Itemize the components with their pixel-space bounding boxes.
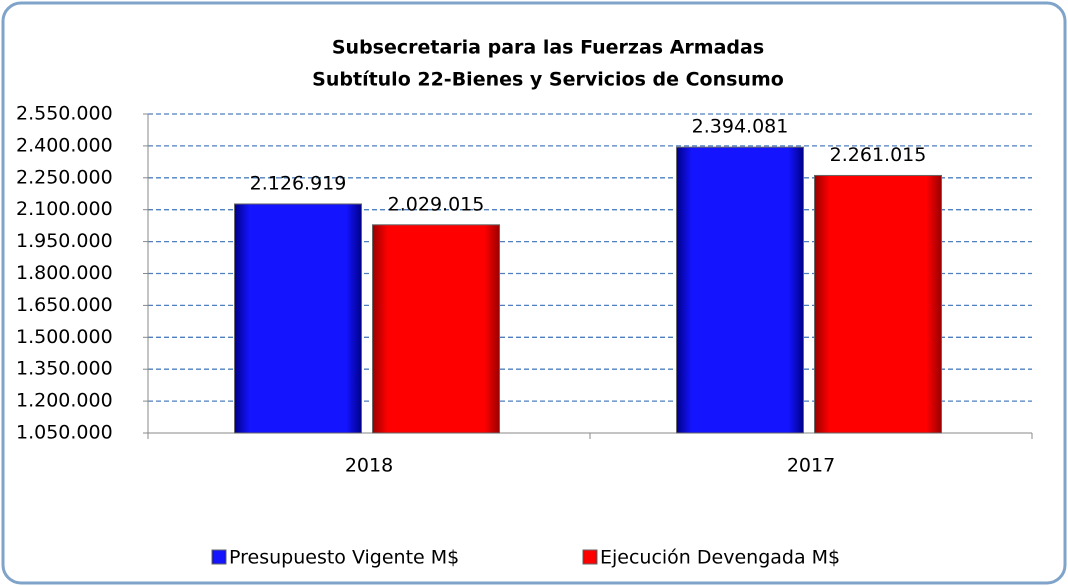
data-label: 2.394.081 xyxy=(692,116,789,138)
y-tick-label: 2.400.000 xyxy=(16,134,113,156)
legend-swatch xyxy=(582,549,598,565)
legend-swatch xyxy=(211,549,227,565)
bar xyxy=(814,174,942,434)
y-tick-label: 1.350.000 xyxy=(16,358,113,380)
y-tick-label: 2.550.000 xyxy=(16,103,113,125)
data-label: 2.261.015 xyxy=(830,144,927,166)
data-label: 2.126.919 xyxy=(250,172,347,194)
legend-label: Ejecución Devengada M$ xyxy=(600,547,840,569)
x-tick-label: 2017 xyxy=(787,455,835,477)
legend-label: Presupuesto Vigente M$ xyxy=(229,547,459,569)
y-tick-label: 2.100.000 xyxy=(16,198,113,220)
y-tick-label: 1.050.000 xyxy=(16,422,113,444)
y-tick-label: 2.250.000 xyxy=(16,166,113,188)
x-tick-label: 2018 xyxy=(345,455,393,477)
bar xyxy=(372,224,500,434)
chart-subtitle: Subtítulo 22-Bienes y Servicios de Consu… xyxy=(312,69,784,91)
chart-title: Subsecretaria para las Fuerzas Armadas xyxy=(332,37,764,59)
y-tick-label: 1.200.000 xyxy=(16,390,113,412)
data-label: 2.029.015 xyxy=(388,193,485,215)
y-tick-label: 1.500.000 xyxy=(16,326,113,348)
y-tick-label: 1.800.000 xyxy=(16,262,113,284)
y-tick-label: 1.650.000 xyxy=(16,294,113,316)
bar xyxy=(676,146,804,434)
y-tick-label: 1.950.000 xyxy=(16,230,113,252)
bar xyxy=(234,203,362,434)
